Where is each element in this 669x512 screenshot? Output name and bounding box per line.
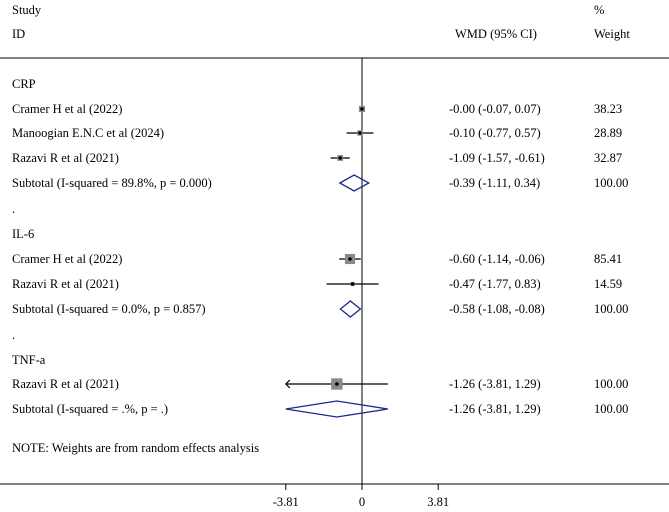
group-separator: .: [12, 202, 15, 216]
point-estimate: [338, 156, 343, 160]
study-ci-text: -1.26 (-3.81, 1.29): [449, 377, 541, 391]
subtotal-ci-text: -0.39 (-1.11, 0.34): [449, 176, 540, 190]
subtotal-label: Subtotal (I-squared = 89.8%, p = 0.000): [12, 176, 212, 190]
x-tick-label: 3.81: [427, 495, 449, 509]
subtotal-label: Subtotal (I-squared = .%, p = .): [12, 402, 168, 416]
group-separator: .: [12, 328, 15, 342]
study-weight: 100.00: [594, 377, 628, 391]
study-ci-text: -1.09 (-1.57, -0.61): [449, 151, 545, 165]
study-ci-text: -0.60 (-1.14, -0.06): [449, 252, 545, 266]
study-weight: 85.41: [594, 252, 622, 266]
subtotal-diamond: [285, 400, 388, 418]
header-effect: WMD (95% CI): [455, 27, 537, 41]
study-ci-text: -0.10 (-0.77, 0.57): [449, 126, 541, 140]
study-label: Razavi R et al (2021): [12, 151, 119, 165]
study-label: Cramer H et al (2022): [12, 102, 122, 116]
study-label: Razavi R et al (2021): [12, 377, 119, 391]
x-tick-label: -3.81: [273, 495, 299, 509]
subtotal-weight: 100.00: [594, 402, 628, 416]
ci-arrow: [284, 379, 291, 389]
study-ci-text: -0.47 (-1.77, 0.83): [449, 277, 541, 291]
study-label: Razavi R et al (2021): [12, 277, 119, 291]
subtotal-ci-text: -1.26 (-3.81, 1.29): [449, 402, 541, 416]
header-study: Study: [12, 3, 42, 17]
study-weight: 32.87: [594, 151, 622, 165]
study-label: Cramer H et al (2022): [12, 252, 122, 266]
subtotal-diamond: [338, 174, 371, 192]
header-weight-percent: %: [594, 3, 604, 17]
point-estimate: [360, 107, 364, 111]
header-weight: Weight: [594, 27, 630, 41]
subtotal-diamond: [339, 300, 362, 318]
study-weight: 14.59: [594, 277, 622, 291]
header-id: ID: [12, 27, 25, 41]
subtotal-label: Subtotal (I-squared = 0.0%, p = 0.857): [12, 302, 206, 316]
group-label: CRP: [12, 77, 36, 91]
weights-note: NOTE: Weights are from random effects an…: [12, 441, 259, 455]
point-estimate: [348, 257, 352, 261]
point-estimate: [350, 282, 355, 286]
study-ci-text: -0.00 (-0.07, 0.07): [449, 102, 541, 116]
group-label: TNF-a: [12, 353, 46, 367]
point-estimate: [358, 131, 362, 135]
study-label: Manoogian E.N.C et al (2024): [12, 126, 164, 140]
point-estimate: [335, 382, 339, 386]
study-weight: 38.23: [594, 102, 622, 116]
subtotal-weight: 100.00: [594, 302, 628, 316]
subtotal-ci-text: -0.58 (-1.08, -0.08): [449, 302, 545, 316]
group-label: IL-6: [12, 227, 34, 241]
x-tick-label: 0: [359, 495, 365, 509]
subtotal-weight: 100.00: [594, 176, 628, 190]
study-weight: 28.89: [594, 126, 622, 140]
